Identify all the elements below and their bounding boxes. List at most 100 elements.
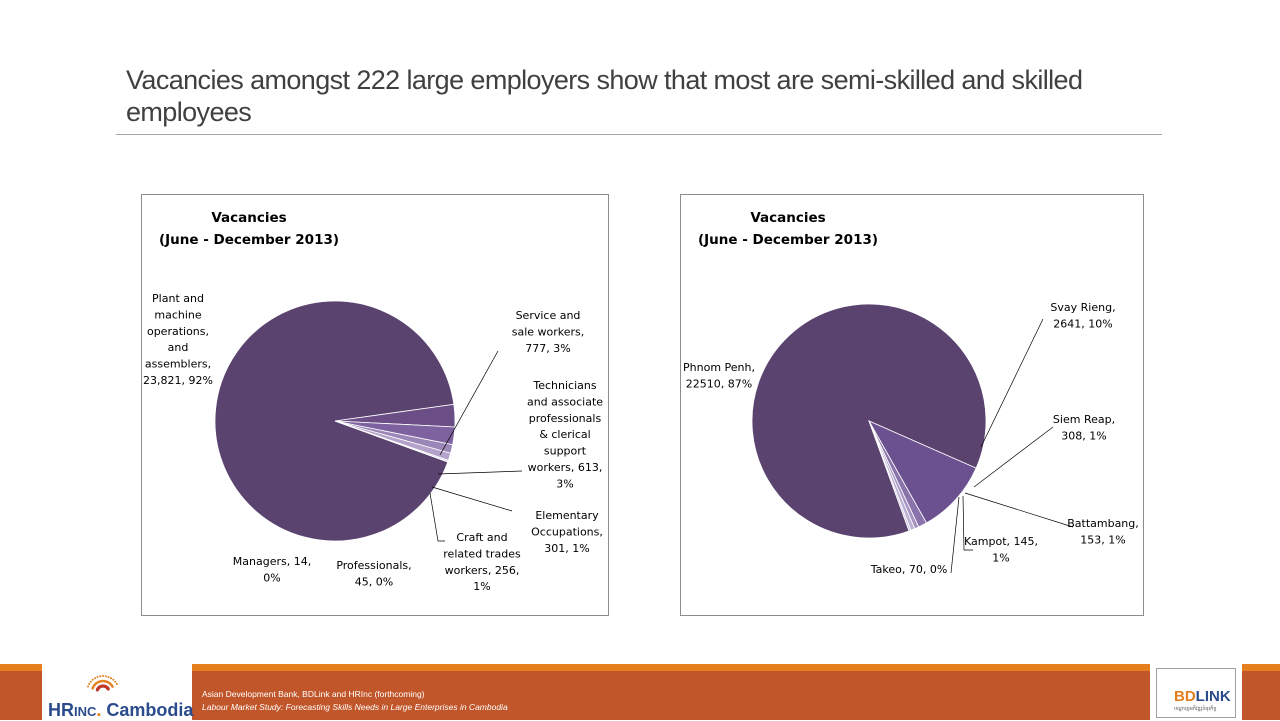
slice-label-line: 23,821, 92% xyxy=(143,374,213,387)
slice-label-line: assemblers, xyxy=(145,358,211,371)
slice-label-line: Plant and xyxy=(152,292,204,305)
chart-subtitle: (June - December 2013) xyxy=(698,232,878,248)
slice-label-5: Takeo, 70, 0% xyxy=(870,563,948,576)
slice-label-4: Kampot, 145, 1% xyxy=(964,535,1038,564)
sunburst-dot xyxy=(87,685,89,688)
slice-label-line: 153, 1% xyxy=(1080,533,1125,546)
slice-label-line: related trades xyxy=(443,547,521,560)
slice-label-3: Elementary Occupations, 301, 1% xyxy=(531,509,603,555)
slide-title: Vacancies amongst 222 large employers sh… xyxy=(126,65,1083,127)
source-citation: Asian Development Bank, BDLink and HRInc… xyxy=(202,688,508,714)
pie-slice-0 xyxy=(214,300,455,542)
leader-line-2 xyxy=(973,426,1054,488)
slice-label-line: and associate xyxy=(527,395,603,408)
sunburst-dot xyxy=(101,679,105,683)
slice-label-line: machine xyxy=(154,308,202,321)
sunburst-dot xyxy=(110,677,112,680)
slice-label-line: 45, 0% xyxy=(355,575,393,588)
title-divider xyxy=(116,134,1162,135)
sunburst-dot xyxy=(88,683,91,685)
slice-label-line: 0% xyxy=(263,571,280,584)
leader-line-1 xyxy=(980,318,1044,448)
slice-label-line: Battambang, xyxy=(1067,517,1139,530)
pie-slices xyxy=(214,300,456,542)
leader-line-2 xyxy=(437,470,523,475)
slice-label-line: Siem Reap, xyxy=(1053,413,1115,426)
province-vacancies-chart: Vacancies (June - December 2013) Phnom P… xyxy=(680,194,1144,616)
province-pie-svg: Vacancies (June - December 2013) Phnom P… xyxy=(683,210,1139,576)
chart-title: Vacancies xyxy=(750,210,825,226)
slice-label-line: operations, xyxy=(147,325,209,338)
slice-label-line: support xyxy=(544,445,587,458)
slice-label-1: Service and sale workers, 777, 3% xyxy=(512,309,585,355)
pie-slice-5 xyxy=(868,420,912,532)
slice-label-1: Svay Rieng, 2641, 10% xyxy=(1050,301,1115,330)
sunburst-dot xyxy=(89,680,92,683)
slice-label-line: Occupations, xyxy=(531,525,603,538)
sunburst-dot xyxy=(94,677,96,680)
slice-label-line: 3% xyxy=(556,477,573,490)
sunburst-dot xyxy=(106,687,110,691)
slice-label-line: Technicians xyxy=(532,379,596,392)
sunburst-dot xyxy=(115,683,118,685)
pie-slice-6 xyxy=(334,420,449,463)
hrinc-cambodia-logo: HRINC. Cambodia xyxy=(42,664,194,720)
sunburst-dot xyxy=(99,675,102,678)
sunburst-dot xyxy=(96,676,99,678)
slice-label-2: Technicians and associate professionals & c… xyxy=(527,379,603,490)
chart-subtitle: (June - December 2013) xyxy=(159,232,339,248)
slice-label-line: Phnom Penh, xyxy=(683,361,755,374)
leader-line-3 xyxy=(964,492,1074,528)
leader-line-1 xyxy=(439,350,499,456)
source-line-2: Labour Market Study: Forecasting Skills … xyxy=(202,702,508,712)
leader-line-3 xyxy=(431,486,513,512)
leader-line-5 xyxy=(950,496,960,574)
logo-bd-text: BD xyxy=(1174,688,1196,705)
source-line-1: Asian Development Bank, BDLink and HRInc… xyxy=(202,689,425,699)
bdlink-logo: BDLINK បណ្តាញអភិវឌ្ឍន៍ធុរកិច្ច xyxy=(1150,664,1242,720)
slice-label-0: Phnom Penh, 22510, 87% xyxy=(683,361,755,390)
slice-label-6: Managers, 14, 0% xyxy=(233,555,311,584)
slice-label-line: Service and xyxy=(516,309,581,322)
slice-label-4: Craft and related trades workers, 256, 1% xyxy=(443,531,521,593)
slice-label-line: sale workers, xyxy=(512,325,585,338)
leader-line-4 xyxy=(962,495,973,551)
slice-label-line: 301, 1% xyxy=(544,542,589,555)
slice-label-line: 777, 3% xyxy=(525,342,570,355)
slice-label-line: workers, 256, xyxy=(445,564,520,577)
slice-label-line: Professionals, xyxy=(336,559,411,572)
slice-label-line: 2641, 10% xyxy=(1053,317,1112,330)
slice-label-line: 308, 1% xyxy=(1061,429,1106,442)
sunburst-dot xyxy=(104,675,107,678)
slice-label-line: 1% xyxy=(473,580,490,593)
logo-dot-text: . xyxy=(96,700,102,720)
slice-label-line: Elementary xyxy=(535,509,599,522)
slice-label-line: professionals xyxy=(529,412,602,425)
bdlink-frame xyxy=(1156,668,1236,718)
leader-line-4 xyxy=(429,492,445,542)
slice-label-line: Takeo, 70, 0% xyxy=(870,563,948,576)
slice-label-line: & clerical xyxy=(539,428,590,441)
slice-label-line: and xyxy=(168,341,189,354)
logo-inc-text: INC xyxy=(74,704,97,719)
occupation-pie-svg: Vacancies (June - December 2013) Plant a… xyxy=(143,210,603,593)
sunburst-dot xyxy=(107,676,110,678)
slice-label-line: 1% xyxy=(992,551,1009,564)
slice-label-0: Plant and machine operations, and assemblers… xyxy=(143,292,213,387)
sunburst-dot xyxy=(114,680,117,683)
slice-label-line: workers, 613, xyxy=(528,461,603,474)
slice-label-line: Kampot, 145, xyxy=(964,535,1038,548)
sunburst-dot xyxy=(102,675,104,677)
logo-link-text: LINK xyxy=(1195,688,1231,705)
slice-label-2: Siem Reap, 308, 1% xyxy=(1053,413,1115,442)
sunburst-icon xyxy=(87,675,118,692)
footer-stripe xyxy=(0,664,1280,671)
slice-label-5: Professionals, 45, 0% xyxy=(336,559,411,588)
logo-cambodia-text: Cambodia xyxy=(101,700,194,720)
sunburst-dot xyxy=(91,678,94,681)
sunburst-dot xyxy=(112,678,115,681)
logo-hr-text: HR xyxy=(48,700,74,720)
slice-label-line: 22510, 87% xyxy=(686,377,752,390)
chart-title: Vacancies xyxy=(211,210,286,226)
pie-slice-1 xyxy=(868,420,977,524)
